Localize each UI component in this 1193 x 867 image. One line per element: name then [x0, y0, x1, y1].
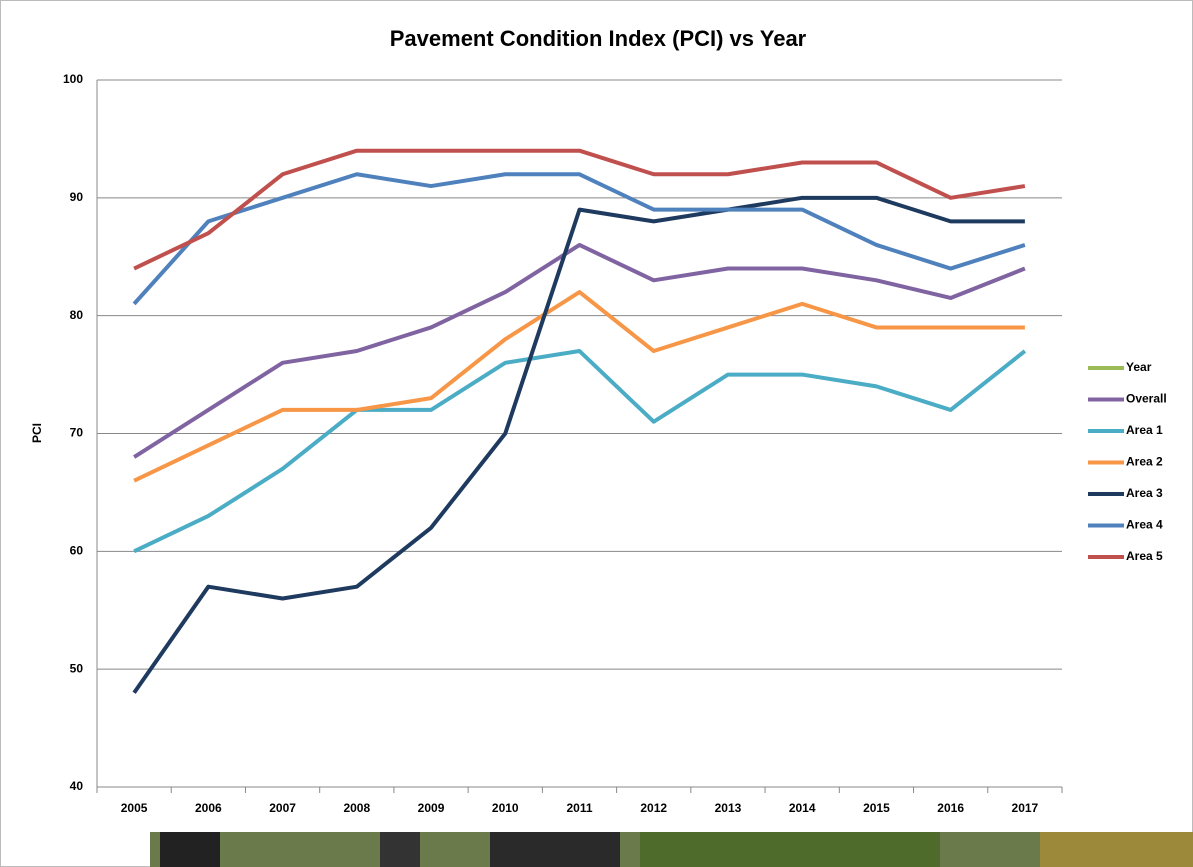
x-tick-label: 2013: [715, 801, 742, 815]
x-tick-label: 2011: [566, 801, 592, 815]
chart-title: Pavement Condition Index (PCI) vs Year: [390, 26, 807, 51]
legend-label: Overall: [1126, 392, 1167, 406]
legend-label: Area 2: [1126, 455, 1163, 469]
x-tick-label: 2012: [640, 801, 667, 815]
series-line: [132, 195, 1025, 694]
x-tick-label: 2009: [418, 801, 445, 815]
x-tick-label: 2017: [1012, 801, 1039, 815]
legend-label: Area 4: [1126, 518, 1163, 532]
x-tick-label: 2014: [789, 801, 816, 815]
x-tick-label: 2016: [937, 801, 964, 815]
x-tick-label: 2006: [195, 801, 222, 815]
y-tick-label: 80: [70, 308, 84, 322]
x-tick-label: 2007: [269, 801, 296, 815]
legend-label: Area 5: [1126, 549, 1163, 563]
series-line: [133, 349, 1027, 554]
y-tick-label: 90: [70, 190, 84, 204]
legend-label: Area 3: [1126, 486, 1163, 500]
y-tick-label: 50: [70, 661, 84, 675]
series-line: [133, 290, 1025, 483]
series-line: [133, 148, 1026, 271]
photo-strip: [150, 832, 1193, 867]
y-axis-label: PCI: [30, 423, 44, 443]
y-tick-label: 70: [70, 426, 84, 440]
x-tick-label: 2008: [343, 801, 370, 815]
series-line: [132, 172, 1026, 306]
x-tick-label: 2005: [121, 801, 148, 815]
y-tick-label: 60: [70, 544, 84, 558]
legend-label: Area 1: [1126, 423, 1163, 437]
series-line: [133, 242, 1026, 459]
y-tick-label: 40: [70, 779, 84, 793]
legend-label: Year: [1126, 360, 1152, 374]
x-tick-label: 2015: [863, 801, 890, 815]
y-tick-label: 100: [63, 72, 83, 86]
x-tick-label: 2010: [492, 801, 519, 815]
